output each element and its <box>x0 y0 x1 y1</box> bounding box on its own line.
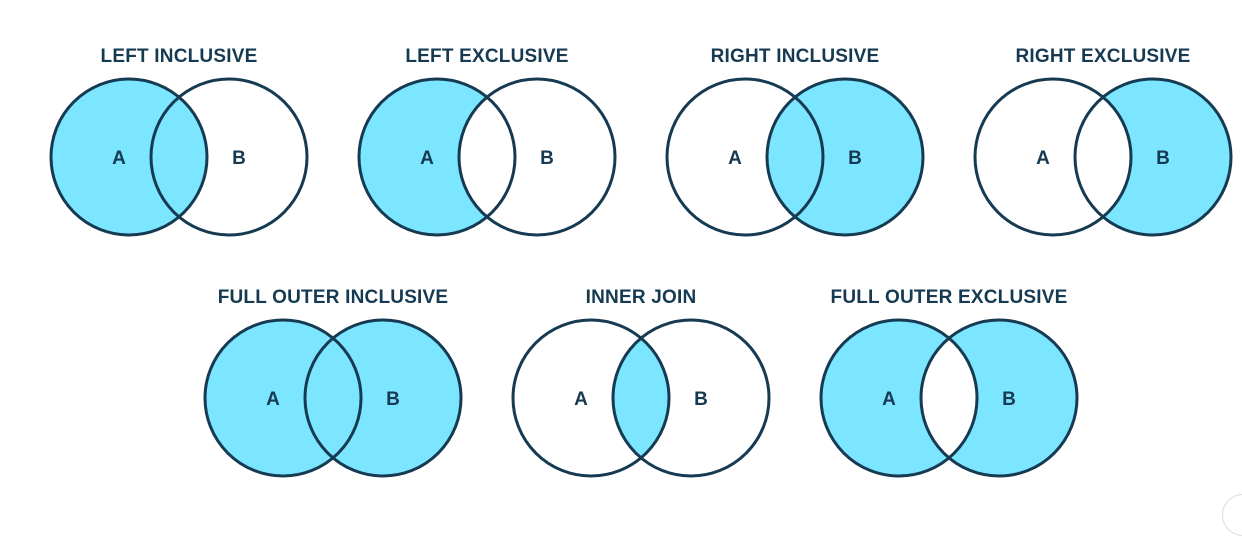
diagram-title: LEFT EXCLUSIVE <box>405 46 569 67</box>
diagram-title: RIGHT EXCLUSIVE <box>1015 46 1191 67</box>
circle-a <box>511 318 671 478</box>
circle-b <box>303 318 463 478</box>
label-b: B <box>848 148 862 169</box>
diagram-title: FULL OUTER EXCLUSIVE <box>830 287 1068 308</box>
circle-a <box>973 77 1133 237</box>
diagram-title: INNER JOIN <box>585 287 697 308</box>
label-b: B <box>386 389 400 410</box>
region-overlap <box>767 97 823 217</box>
label-a: A <box>112 148 126 169</box>
region-a-only <box>205 320 333 476</box>
label-b: B <box>1156 148 1170 169</box>
circle-a <box>819 318 979 478</box>
label-a: A <box>420 148 434 169</box>
region-overlap <box>613 338 669 458</box>
label-b: B <box>1002 389 1016 410</box>
corner-circle-fragment <box>1222 494 1242 536</box>
region-b-only <box>795 79 923 236</box>
region-b-only <box>333 320 461 476</box>
circle-a <box>665 77 825 237</box>
region-b-only <box>1103 79 1231 236</box>
label-b: B <box>232 148 246 169</box>
diagram-title: LEFT INCLUSIVE <box>100 46 258 67</box>
region-a-only <box>50 79 179 236</box>
circle-a <box>357 77 517 237</box>
region-a-only <box>359 79 487 236</box>
circle-b <box>1073 77 1233 237</box>
label-b: B <box>540 148 554 169</box>
circle-b <box>765 77 925 237</box>
circle-b <box>611 318 771 478</box>
circle-b <box>919 318 1079 478</box>
label-a: A <box>728 148 742 169</box>
label-a: A <box>882 389 896 410</box>
region-a-only <box>821 320 949 476</box>
circle-b <box>457 77 617 237</box>
circle-b <box>149 77 309 237</box>
label-a: A <box>574 389 588 410</box>
diagram-title: FULL OUTER INCLUSIVE <box>217 287 449 308</box>
label-a: A <box>266 389 280 410</box>
circle-a <box>203 318 363 478</box>
region-overlap <box>151 97 207 217</box>
circle-a <box>49 77 209 237</box>
region-b-only <box>949 320 1077 476</box>
diagram-title: RIGHT INCLUSIVE <box>710 46 880 67</box>
label-a: A <box>1036 148 1050 169</box>
label-b: B <box>694 389 708 410</box>
region-overlap <box>305 338 361 458</box>
